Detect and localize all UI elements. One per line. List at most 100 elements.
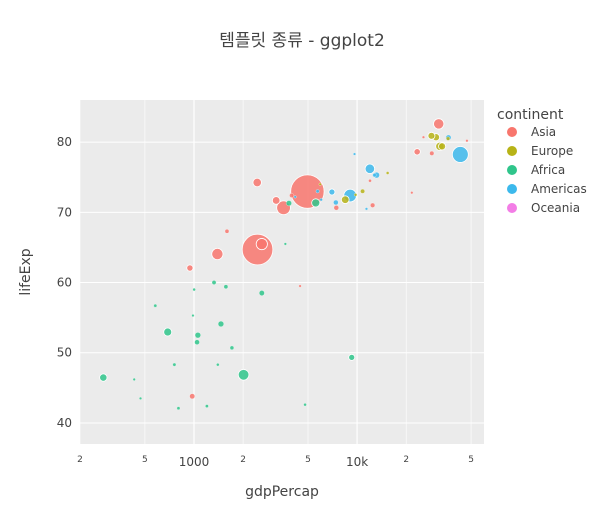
legend-item[interactable]: Americas bbox=[507, 182, 587, 196]
x-tick-label: 5 bbox=[142, 455, 148, 465]
data-point[interactable] bbox=[229, 345, 235, 350]
data-point[interactable] bbox=[353, 193, 358, 197]
data-point[interactable] bbox=[465, 139, 469, 143]
y-tick-label: 70 bbox=[57, 205, 72, 219]
data-point[interactable] bbox=[372, 173, 377, 178]
data-point[interactable] bbox=[132, 377, 136, 381]
data-point[interactable] bbox=[303, 403, 307, 407]
data-point[interactable] bbox=[241, 233, 274, 266]
data-point[interactable] bbox=[427, 131, 436, 140]
x-tick-label: 2 bbox=[77, 455, 83, 465]
data-point[interactable] bbox=[216, 363, 220, 367]
data-point[interactable] bbox=[410, 191, 414, 195]
y-tick-label: 60 bbox=[57, 276, 72, 290]
data-point[interactable] bbox=[365, 207, 368, 211]
legend-marker bbox=[507, 165, 517, 175]
legend-label: Africa bbox=[531, 163, 565, 177]
data-point[interactable] bbox=[223, 284, 229, 289]
data-point[interactable] bbox=[211, 247, 224, 261]
data-points bbox=[99, 118, 469, 410]
data-point[interactable] bbox=[191, 314, 195, 317]
data-point[interactable] bbox=[224, 229, 230, 234]
data-point[interactable] bbox=[429, 150, 435, 156]
data-point[interactable] bbox=[364, 163, 376, 174]
x-axis-title: gdpPercap bbox=[245, 484, 319, 500]
data-point[interactable] bbox=[422, 135, 425, 139]
data-point[interactable] bbox=[211, 280, 217, 285]
x-axis-ticks: 2 5 1000 2 5 10k 2 5 bbox=[77, 455, 474, 469]
legend-marker bbox=[507, 146, 517, 156]
data-point[interactable] bbox=[176, 406, 181, 410]
legend-label: Americas bbox=[531, 182, 587, 196]
grid-lines bbox=[79, 100, 484, 444]
data-point[interactable] bbox=[172, 362, 177, 367]
data-point[interactable] bbox=[153, 303, 158, 308]
data-point[interactable] bbox=[189, 393, 195, 400]
x-tick-label: 10k bbox=[346, 455, 368, 469]
data-point[interactable] bbox=[139, 396, 142, 400]
legend-item[interactable]: Africa bbox=[507, 163, 565, 177]
legend-marker bbox=[507, 203, 517, 213]
data-point[interactable] bbox=[205, 404, 209, 408]
legend-marker bbox=[507, 127, 517, 137]
data-point[interactable] bbox=[237, 369, 250, 381]
data-point[interactable] bbox=[446, 136, 451, 141]
data-point[interactable] bbox=[413, 148, 421, 156]
data-point[interactable] bbox=[353, 152, 356, 156]
data-point[interactable] bbox=[255, 238, 268, 251]
legend-label: Asia bbox=[531, 125, 556, 139]
legend-item[interactable]: Europe bbox=[507, 144, 573, 158]
data-point[interactable] bbox=[318, 182, 322, 186]
data-point[interactable] bbox=[319, 198, 323, 202]
data-point[interactable] bbox=[311, 198, 321, 208]
data-point[interactable] bbox=[348, 353, 356, 361]
data-point[interactable] bbox=[99, 373, 108, 382]
data-point[interactable] bbox=[289, 193, 295, 198]
data-point[interactable] bbox=[433, 118, 445, 130]
data-point[interactable] bbox=[368, 179, 372, 183]
data-point[interactable] bbox=[333, 199, 339, 206]
y-tick-label: 80 bbox=[57, 135, 72, 149]
data-point[interactable] bbox=[298, 284, 302, 288]
y-axis-title: lifeExp bbox=[18, 248, 34, 295]
data-point[interactable] bbox=[315, 189, 320, 194]
data-point[interactable] bbox=[192, 287, 196, 292]
data-point[interactable] bbox=[451, 146, 469, 163]
legend: continent Asia Europe Africa Americas Oceani… bbox=[497, 107, 587, 215]
data-point[interactable] bbox=[194, 332, 201, 339]
y-axis-ticks: 40 50 60 70 80 bbox=[57, 135, 72, 430]
data-point[interactable] bbox=[386, 171, 390, 175]
x-tick-label: 2 bbox=[403, 455, 409, 465]
legend-marker bbox=[507, 184, 517, 194]
data-point[interactable] bbox=[217, 320, 224, 327]
data-point[interactable] bbox=[328, 188, 336, 196]
legend-title: continent bbox=[497, 107, 564, 123]
data-point[interactable] bbox=[293, 195, 297, 199]
legend-item[interactable]: Asia bbox=[507, 125, 556, 139]
data-point[interactable] bbox=[360, 188, 365, 194]
data-point[interactable] bbox=[283, 242, 287, 246]
x-tick-label: 5 bbox=[468, 455, 474, 465]
x-tick-label: 5 bbox=[305, 455, 311, 465]
y-tick-label: 40 bbox=[57, 416, 72, 430]
data-point[interactable] bbox=[438, 142, 447, 151]
x-tick-label: 1000 bbox=[179, 455, 210, 469]
legend-label: Oceania bbox=[531, 201, 580, 215]
data-point[interactable] bbox=[370, 202, 376, 208]
chart-title: 템플릿 종류 - ggplot2 bbox=[219, 31, 385, 51]
legend-item[interactable]: Oceania bbox=[507, 201, 580, 215]
data-point[interactable] bbox=[259, 290, 265, 296]
data-point[interactable] bbox=[252, 177, 262, 188]
plot-area[interactable] bbox=[80, 100, 484, 444]
data-point[interactable] bbox=[340, 195, 350, 204]
x-tick-label: 2 bbox=[240, 455, 246, 465]
legend-label: Europe bbox=[531, 144, 573, 158]
data-point[interactable] bbox=[286, 200, 292, 207]
data-point[interactable] bbox=[163, 327, 173, 337]
data-point[interactable] bbox=[186, 264, 194, 272]
data-point[interactable] bbox=[333, 205, 339, 211]
data-point[interactable] bbox=[271, 196, 281, 205]
y-tick-label: 50 bbox=[57, 346, 72, 360]
data-point[interactable] bbox=[194, 339, 200, 345]
